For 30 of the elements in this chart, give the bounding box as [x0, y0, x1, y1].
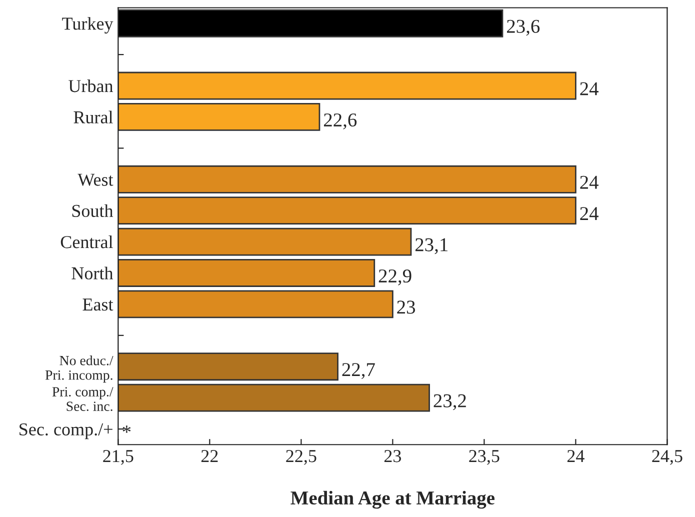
data-label: 22,6: [324, 113, 357, 130]
x-tick-label: 22,5: [286, 450, 316, 465]
data-label: 23,1: [415, 238, 448, 254]
data-label: 22,7: [342, 363, 375, 379]
data-label: 23,6: [507, 20, 540, 36]
y-tick-label: Sec. comp./+: [20, 423, 112, 440]
x-tick-label: 22: [201, 450, 218, 462]
y-tick-label: East: [82, 298, 114, 311]
x-tick-label: 23: [384, 450, 401, 462]
x-tick-label: 24: [567, 450, 584, 462]
data-label: 24: [580, 207, 598, 220]
y-tick-label: No educ./ Pri. incomp.: [45, 355, 114, 383]
y-tick-label: Urban: [68, 80, 114, 92]
x-axis-title: Median Age at Marriage: [290, 490, 494, 509]
data-label: 23,2: [434, 394, 466, 410]
text: *: [122, 426, 131, 433]
y-tick-label: Turkey: [62, 17, 114, 34]
y-tick-label: Central: [60, 236, 113, 248]
data-label: 24: [580, 176, 598, 189]
x-tick-label: 23,5: [469, 450, 500, 465]
y-tick-label: Pri. comp./ Sec. inc.: [52, 387, 114, 412]
y-tick-label: West: [78, 174, 114, 186]
data-label: 22,9: [378, 269, 412, 286]
data-label: 23: [397, 300, 416, 314]
y-tick-label: South: [72, 204, 114, 218]
y-tick-label: Rural: [74, 110, 113, 124]
x-tick-label: 21,5: [103, 450, 134, 465]
data-label: 24: [580, 82, 598, 96]
x-tick-label: 24,5: [652, 450, 682, 465]
y-tick-label: North: [72, 266, 114, 280]
